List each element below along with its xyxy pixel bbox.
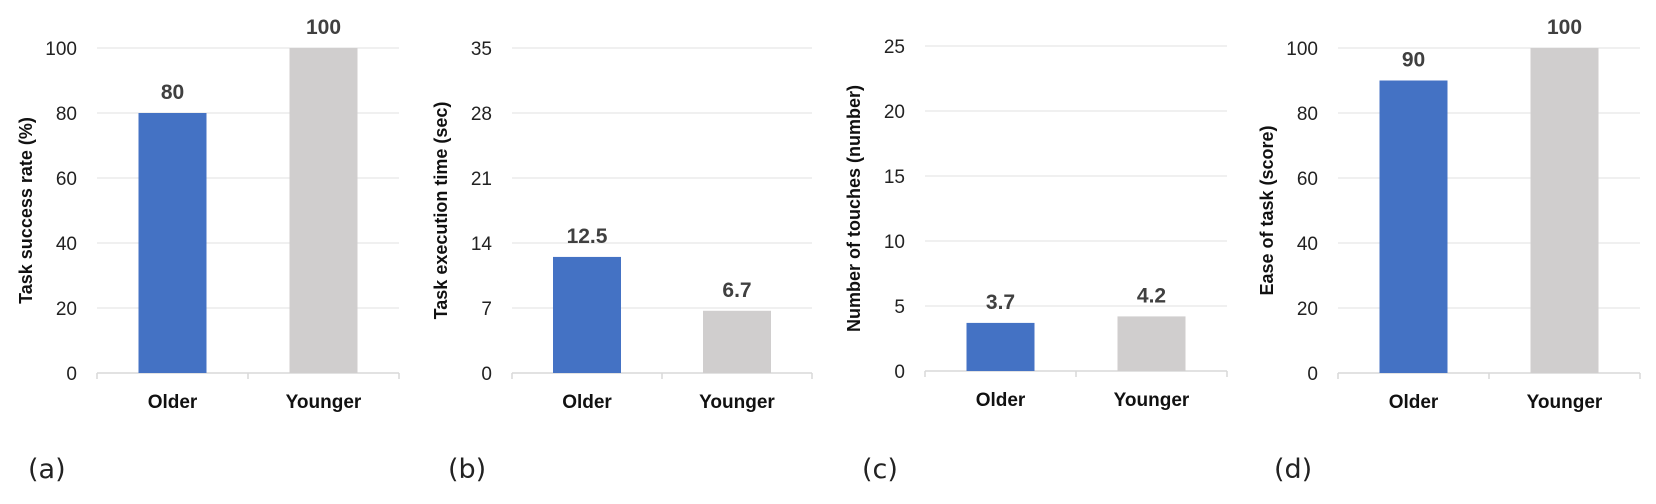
- chart-panel-4: 0 20 40 60 80 100 90 Older 100 Younger Ease of tas…: [1257, 16, 1641, 485]
- data-label: 4.2: [1137, 284, 1166, 307]
- bar-older: [138, 113, 207, 373]
- bar-older: [1379, 80, 1448, 373]
- y-tick-label: 40: [56, 234, 77, 255]
- y-tick-label: 21: [471, 169, 492, 190]
- x-category-label: Younger: [699, 392, 775, 413]
- panel-label: (d): [1274, 454, 1312, 485]
- x-category-label: Younger: [1114, 390, 1190, 411]
- data-label: 100: [306, 16, 341, 39]
- y-axis-title: Ease of task (score): [1257, 125, 1277, 295]
- data-label: 90: [1402, 49, 1425, 72]
- y-tick-label: 20: [884, 102, 905, 123]
- y-tick-label: 35: [471, 39, 492, 60]
- panel-label: (b): [448, 454, 486, 485]
- panel-label: (c): [862, 454, 898, 485]
- bar-younger: [703, 310, 771, 373]
- x-category-label: Older: [562, 392, 612, 413]
- x-category-label: Older: [1389, 392, 1439, 413]
- y-tick-label: 14: [471, 234, 493, 255]
- y-tick-label: 80: [56, 104, 77, 125]
- y-tick-label: 0: [894, 362, 905, 383]
- bar-younger: [289, 48, 358, 373]
- y-tick-label: 40: [1297, 234, 1318, 255]
- y-tick-label: 7: [481, 299, 492, 320]
- chart-panel-2: 0 7 14 21 28 35 12.5 Older 6.7 Younger Task execut…: [431, 39, 813, 485]
- data-label: 6.7: [722, 279, 751, 302]
- data-label: 3.7: [986, 291, 1015, 314]
- bar-older: [553, 256, 621, 373]
- data-label: 80: [161, 81, 184, 104]
- y-tick-label: 15: [884, 167, 905, 188]
- data-label: 100: [1547, 16, 1582, 39]
- panel-label: (a): [28, 454, 66, 485]
- y-axis-title: Task success rate (%): [16, 117, 36, 304]
- y-axis-title: Task execution time (sec): [431, 102, 451, 320]
- y-tick-label: 0: [1307, 364, 1318, 385]
- y-tick-label: 60: [1297, 169, 1318, 190]
- bar-older: [966, 322, 1035, 371]
- y-tick-label: 5: [894, 297, 905, 318]
- y-tick-label: 100: [45, 39, 77, 60]
- x-category-label: Younger: [1527, 392, 1603, 413]
- y-tick-label: 0: [66, 364, 77, 385]
- y-tick-label: 20: [1297, 299, 1318, 320]
- y-tick-label: 0: [481, 364, 492, 385]
- chart-panel-3: 0 5 10 15 20 25 3.7 Older 4.2 Younger Number of to…: [844, 37, 1228, 485]
- x-category-label: Older: [148, 392, 198, 413]
- x-category-label: Younger: [286, 392, 362, 413]
- y-tick-label: 60: [56, 169, 77, 190]
- bar-younger: [1117, 316, 1186, 371]
- y-tick-label: 20: [56, 299, 77, 320]
- y-tick-label: 25: [884, 37, 905, 58]
- x-category-label: Older: [976, 390, 1026, 411]
- chart-panel-1: 0 20 40 60 80 100 80 Older 100 Younger Task succes…: [16, 16, 400, 485]
- data-label: 12.5: [567, 225, 608, 248]
- y-tick-label: 28: [471, 104, 492, 125]
- y-axis-title: Number of touches (number): [844, 85, 864, 332]
- y-tick-label: 10: [884, 232, 905, 253]
- y-tick-label: 80: [1297, 104, 1318, 125]
- bar-younger: [1530, 48, 1599, 373]
- y-tick-label: 100: [1286, 39, 1318, 60]
